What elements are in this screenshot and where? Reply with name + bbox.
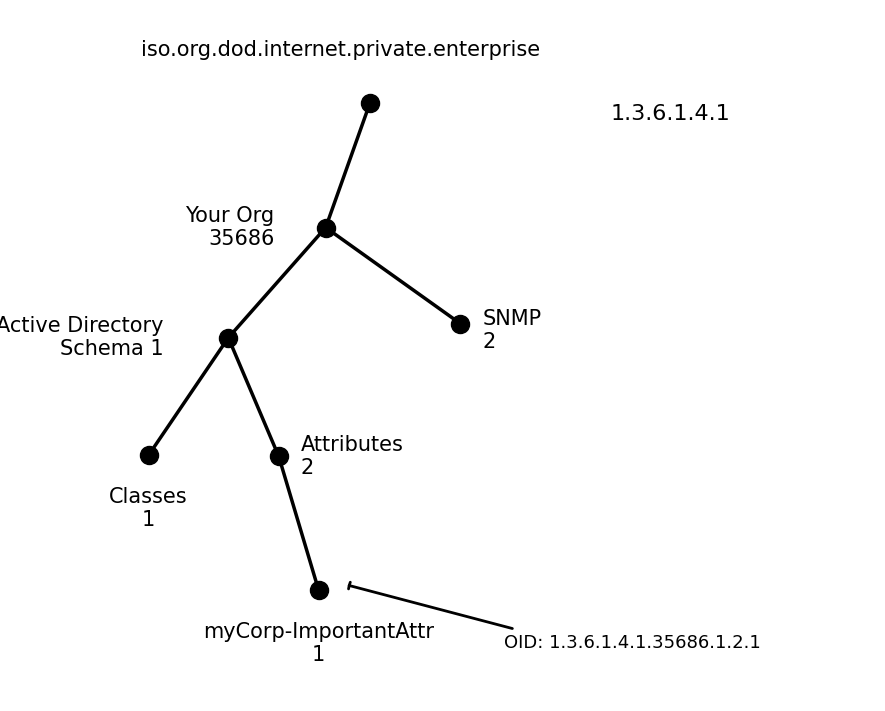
Text: Classes
1: Classes 1 xyxy=(110,487,188,530)
Text: Active Directory
Schema 1: Active Directory Schema 1 xyxy=(0,316,164,359)
Text: 1.3.6.1.4.1: 1.3.6.1.4.1 xyxy=(611,104,730,124)
Text: myCorp-ImportantAttr
1: myCorp-ImportantAttr 1 xyxy=(203,622,435,665)
Text: Attributes
2: Attributes 2 xyxy=(301,435,404,478)
Text: iso.org.dod.internet.private.enterprise: iso.org.dod.internet.private.enterprise xyxy=(142,41,540,60)
Text: OID: 1.3.6.1.4.1.35686.1.2.1: OID: 1.3.6.1.4.1.35686.1.2.1 xyxy=(504,634,761,653)
Text: Your Org
35686: Your Org 35686 xyxy=(185,206,274,249)
Text: SNMP
2: SNMP 2 xyxy=(482,309,542,352)
